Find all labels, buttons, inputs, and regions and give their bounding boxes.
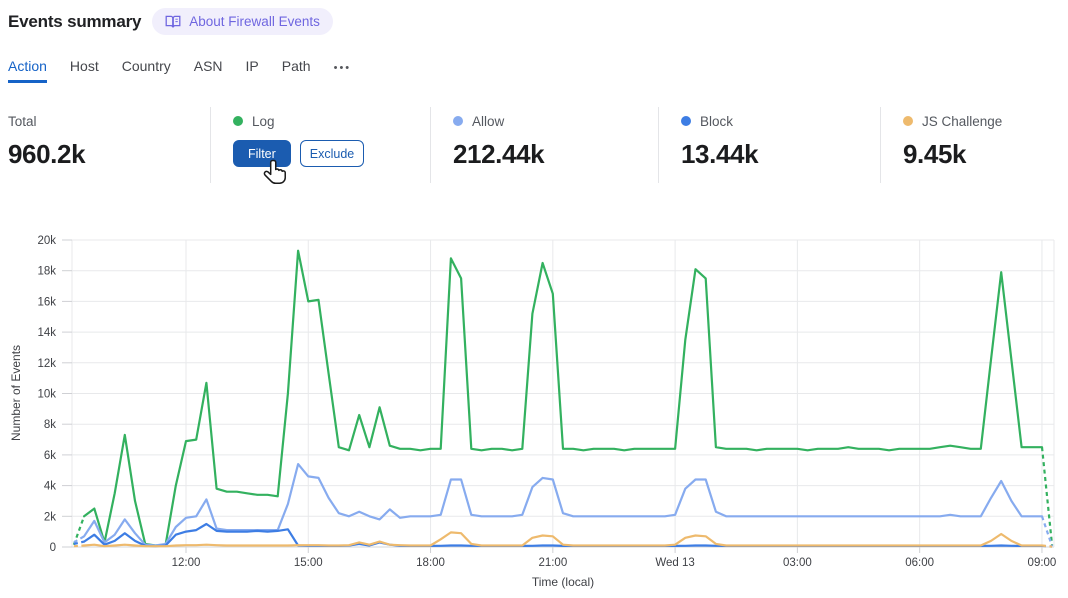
js-challenge-legend-dot (903, 116, 913, 126)
tab-asn[interactable]: ASN (193, 58, 223, 74)
allow-legend-dot (453, 116, 463, 126)
events-summary-header: Events summary About Firewall Events (8, 8, 333, 35)
tab-country[interactable]: Country (121, 58, 171, 74)
series-line-log (83, 249, 1044, 547)
svg-text:03:00: 03:00 (783, 557, 812, 569)
block-legend-dot (681, 116, 691, 126)
svg-text:8k: 8k (44, 419, 56, 431)
stat-block[interactable]: Block 13.44k (658, 107, 880, 183)
svg-text:09:00: 09:00 (1028, 557, 1057, 569)
dimension-tabs: Action Host Country ASN IP Path ••• (8, 58, 351, 83)
stat-block-value: 13.44k (681, 139, 759, 169)
series-line-log-dashed-edges (72, 447, 1054, 546)
x-axis-title: Time (local) (532, 575, 594, 589)
about-badge-label: About Firewall Events (189, 14, 320, 29)
svg-text:14k: 14k (37, 327, 56, 339)
svg-text:06:00: 06:00 (905, 557, 934, 569)
svg-text:2k: 2k (44, 511, 56, 523)
stat-block-label: Block (700, 113, 734, 129)
svg-text:15:00: 15:00 (294, 557, 323, 569)
chart-gridlines (71, 239, 1055, 548)
stat-total-label: Total (8, 113, 37, 129)
series-line-allow-dashed-edges (73, 515, 1054, 547)
series-line-block (83, 522, 1044, 548)
page-title: Events summary (8, 11, 142, 31)
svg-text:12k: 12k (37, 358, 56, 370)
filter-button[interactable]: Filter (233, 140, 291, 167)
axis-tick-labels: 0 2k 4k 6k 8k 10k 12k 14k 16k 18k 20k 12:00 15:00 18:… (37, 235, 1056, 569)
book-icon (165, 15, 181, 27)
events-chart-container: 0 2k 4k 6k 8k 10k 12k 14k 16k 18k 20k 12:00 15:00 18:… (0, 225, 1068, 598)
stat-log-label: Log (252, 113, 275, 129)
svg-text:Wed 13: Wed 13 (655, 557, 694, 569)
svg-text:18k: 18k (37, 266, 56, 278)
series-line-js-challenge (83, 531, 1044, 548)
stat-allow-value: 212.44k (453, 139, 545, 169)
stat-js-challenge[interactable]: JS Challenge 9.45k (880, 107, 1068, 183)
tab-path[interactable]: Path (281, 58, 311, 74)
about-firewall-events-button[interactable]: About Firewall Events (152, 8, 333, 35)
tab-host[interactable]: Host (69, 58, 99, 74)
svg-text:21:00: 21:00 (538, 557, 567, 569)
svg-text:6k: 6k (44, 450, 56, 462)
y-axis-title: Number of Events (9, 345, 23, 441)
tab-action[interactable]: Action (8, 58, 47, 83)
exclude-button[interactable]: Exclude (299, 140, 365, 167)
stat-js-challenge-label: JS Challenge (922, 113, 1003, 129)
svg-text:20k: 20k (37, 235, 56, 247)
events-chart[interactable]: 0 2k 4k 6k 8k 10k 12k 14k 16k 18k 20k 12:00 15:00 18:… (0, 225, 1068, 598)
series-line-allow (83, 463, 1044, 547)
svg-text:18:00: 18:00 (416, 557, 445, 569)
tab-ip[interactable]: IP (245, 58, 259, 74)
svg-text:16k: 16k (37, 296, 56, 308)
stat-total-value: 960.2k (8, 139, 86, 169)
svg-text:10k: 10k (37, 389, 56, 401)
stat-allow-label: Allow (472, 113, 505, 129)
svg-text:0: 0 (50, 542, 56, 554)
stat-total: Total 960.2k (0, 107, 210, 183)
log-legend-dot (233, 116, 243, 126)
stat-log[interactable]: Log Filter Exclude (210, 107, 430, 183)
tabs-more-button[interactable]: ••• (333, 62, 352, 74)
svg-text:4k: 4k (44, 481, 56, 493)
stat-js-challenge-value: 9.45k (903, 139, 967, 169)
stats-row: Total 960.2k Log Filter Exclude Allow 21… (0, 107, 1068, 183)
svg-text:12:00: 12:00 (172, 557, 201, 569)
axis-ticks (62, 239, 1043, 553)
stat-allow[interactable]: Allow 212.44k (430, 107, 658, 183)
series-line-js-challenge-dashed-edges (73, 544, 1053, 548)
